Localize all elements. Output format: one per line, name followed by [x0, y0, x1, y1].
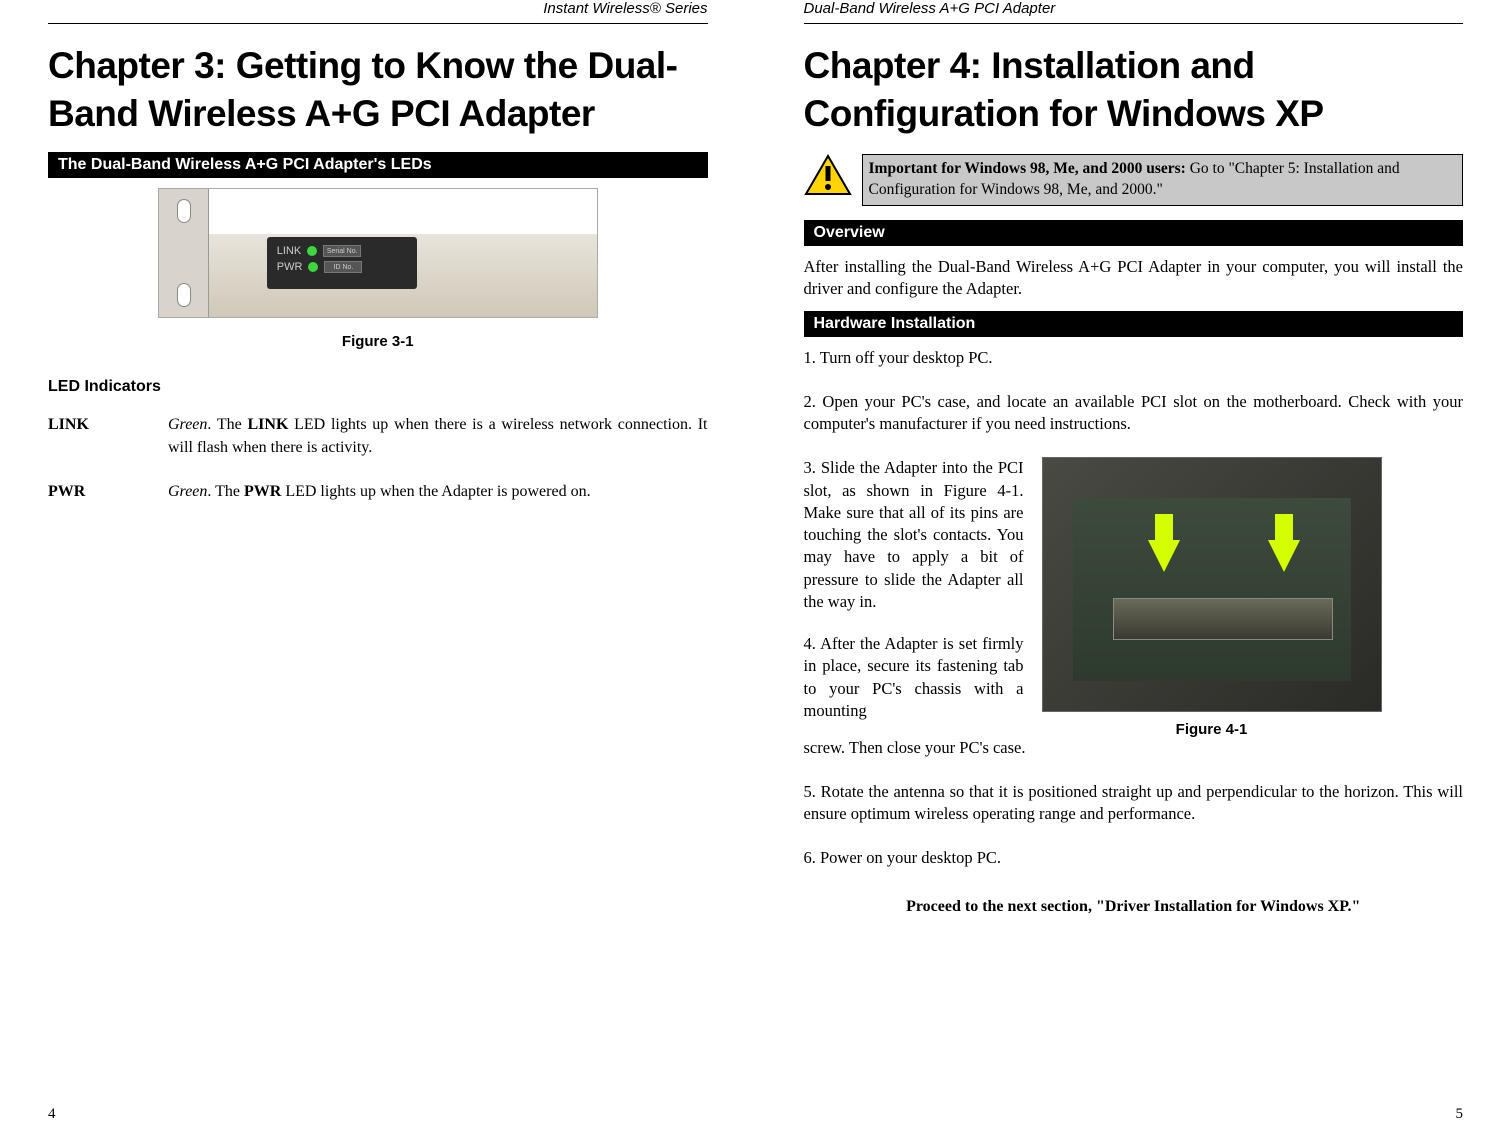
led-dot-link — [307, 246, 317, 256]
section-bar-leds: The Dual-Band Wireless A+G PCI Adapter's… — [48, 152, 708, 178]
led-link-color: Green — [168, 416, 207, 433]
led-pwr-rest: LED lights up when the Adapter is powere… — [281, 483, 590, 500]
bracket-hole — [177, 199, 191, 223]
page-number-5: 5 — [1456, 1106, 1464, 1123]
led-indicators-heading: LED Indicators — [48, 378, 708, 396]
arrow-stem-1 — [1155, 514, 1173, 542]
id-box: ID No. — [324, 261, 362, 273]
step-1: 1. Turn off your desktop PC. — [804, 347, 1464, 369]
warning-icon — [804, 154, 852, 196]
led-dot-pwr — [308, 262, 318, 272]
arrow-icon-1 — [1148, 540, 1180, 572]
step-3: 3. Slide the Adapter into the PCI slot, … — [804, 457, 1024, 613]
led-pwr-bold: PWR — [244, 483, 281, 500]
bracket-edge — [159, 189, 209, 317]
hardware-steps: 1. Turn off your desktop PC. 2. Open you… — [804, 347, 1464, 870]
step-row-3-4: 3. Slide the Adapter into the PCI slot, … — [804, 457, 1464, 740]
step-6: 6. Power on your desktop PC. — [804, 847, 1464, 869]
led-desc-link: LINK Green. The LINK LED lights up when … — [48, 414, 708, 459]
chapter3-title: Chapter 3: Getting to Know the Dual-Band… — [48, 42, 708, 138]
notice-box: Important for Windows 98, Me, and 2000 u… — [862, 154, 1464, 206]
bracket-hole — [177, 283, 191, 307]
page-left: Instant Wireless® Series Chapter 3: Gett… — [0, 0, 756, 1129]
figure-3-1-caption: Figure 3-1 — [48, 333, 708, 350]
pci-adapter-image: LINK Serial No. PWR ID No. — [158, 188, 598, 318]
page-number-4: 4 — [48, 1106, 56, 1123]
arrow-icon-2 — [1268, 540, 1300, 572]
arrow-stem-2 — [1275, 514, 1293, 542]
section-bar-overview: Overview — [804, 220, 1464, 246]
chapter4-title: Chapter 4: Installation and Configuratio… — [804, 42, 1464, 138]
led-label-pwr: PWR — [277, 261, 303, 273]
serial-box: Serial No. — [323, 245, 361, 257]
led-row-pwr: PWR ID No. — [277, 261, 407, 273]
figure-4-1-container: Figure 4-1 — [1042, 457, 1382, 740]
notice-bold: Important for Windows 98, Me, and 2000 u… — [869, 160, 1190, 177]
led-desc-pwr: PWR Green. The PWR LED lights up when th… — [48, 481, 708, 503]
step-col: 3. Slide the Adapter into the PCI slot, … — [804, 457, 1024, 722]
led-row-link: LINK Serial No. — [277, 245, 407, 257]
led-link-bold: LINK — [247, 416, 288, 433]
important-notice: Important for Windows 98, Me, and 2000 u… — [804, 154, 1464, 206]
pc-internal-image — [1042, 457, 1382, 712]
led-pwr-text: Green. The PWR LED lights up when the Ad… — [168, 481, 708, 503]
page-header-right: Dual-Band Wireless A+G PCI Adapter — [804, 0, 1464, 24]
proceed-text: Proceed to the next section, "Driver Ins… — [804, 898, 1464, 916]
overview-text: After installing the Dual-Band Wireless … — [804, 256, 1464, 301]
step-2: 2. Open your PC's case, and locate an av… — [804, 391, 1464, 436]
motherboard — [1073, 498, 1351, 681]
led-label-link: LINK — [277, 245, 301, 257]
led-pwr-label: PWR — [48, 481, 168, 503]
figure-4-1-caption: Figure 4-1 — [1042, 720, 1382, 740]
step-5: 5. Rotate the antenna so that it is posi… — [804, 781, 1464, 826]
led-link-label: LINK — [48, 414, 168, 459]
page-header-left: Instant Wireless® Series — [48, 0, 708, 24]
adapter-card — [1113, 598, 1333, 640]
step-4a: 4. After the Adapter is set firmly in pl… — [804, 633, 1024, 722]
led-panel: LINK Serial No. PWR ID No. — [267, 237, 417, 289]
led-link-text: Green. The LINK LED lights up when there… — [168, 414, 708, 459]
section-bar-hardware: Hardware Installation — [804, 311, 1464, 337]
figure-3-1: LINK Serial No. PWR ID No. Figure 3-1 — [48, 188, 708, 350]
led-pwr-color: Green — [168, 483, 207, 500]
page-right: Dual-Band Wireless A+G PCI Adapter Chapt… — [756, 0, 1511, 1129]
